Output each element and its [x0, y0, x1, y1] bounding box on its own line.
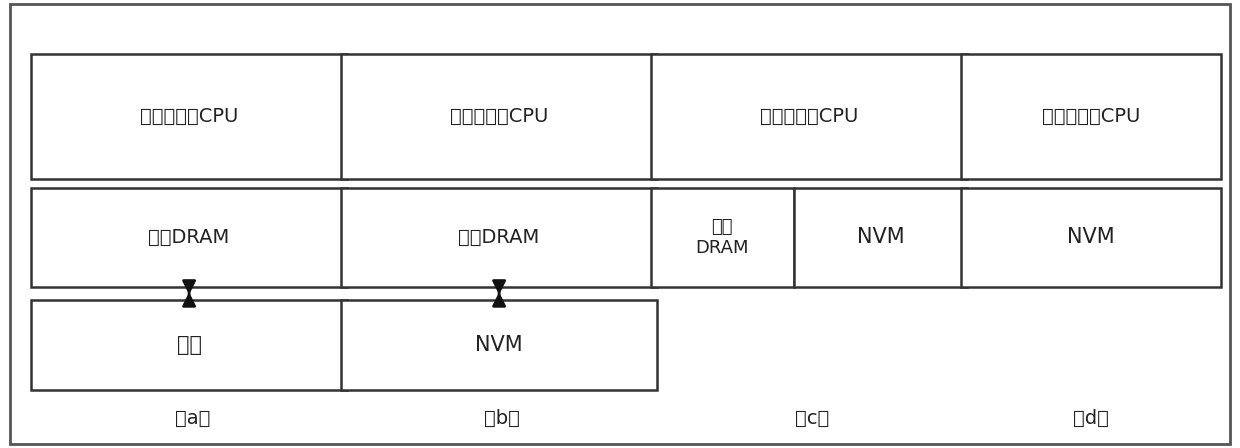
Bar [31, 188, 347, 287]
Text: 内存DRAM: 内存DRAM [149, 228, 229, 247]
Text: （b）: （b） [485, 409, 520, 428]
Bar [31, 300, 347, 390]
Bar [341, 188, 657, 287]
Text: 中央处理器CPU: 中央处理器CPU [760, 107, 858, 126]
Bar [794, 188, 967, 287]
Text: 中央处理器CPU: 中央处理器CPU [140, 107, 238, 126]
Text: 磁盘: 磁盘 [176, 335, 202, 355]
Text: NVM: NVM [857, 228, 904, 247]
Bar [961, 54, 1221, 179]
Bar [341, 54, 657, 179]
Bar [31, 54, 347, 179]
Text: （a）: （a） [175, 409, 210, 428]
Bar [961, 188, 1221, 287]
Text: NVM: NVM [1068, 228, 1115, 247]
Bar [341, 300, 657, 390]
Bar [651, 54, 967, 179]
Text: 中央处理器CPU: 中央处理器CPU [1042, 107, 1141, 126]
Bar [651, 188, 794, 287]
Text: NVM: NVM [475, 335, 523, 355]
Text: 内存DRAM: 内存DRAM [459, 228, 539, 247]
Text: （d）: （d） [1074, 409, 1109, 428]
Text: 内存
DRAM: 内存 DRAM [696, 218, 749, 257]
Text: 中央处理器CPU: 中央处理器CPU [450, 107, 548, 126]
Text: （c）: （c） [795, 409, 830, 428]
